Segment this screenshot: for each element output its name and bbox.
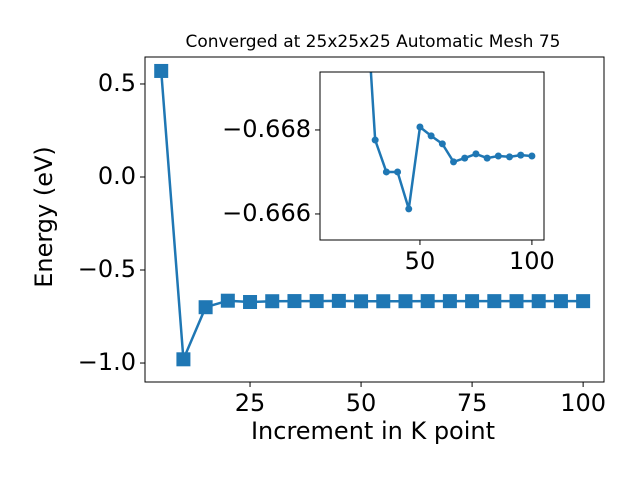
y-tick-label: −0.5 [78,255,136,283]
marker [265,294,279,308]
x-tick-label: 100 [560,389,606,417]
y-tick-label: 0.0 [98,162,136,190]
marker [428,132,435,139]
marker [287,294,301,308]
marker [310,294,324,308]
marker [506,153,513,160]
marker [332,294,346,308]
y-tick-label: −0.666 [222,199,311,227]
marker [221,294,235,308]
x-axis-label: Increment in K point [251,417,495,445]
marker [472,150,479,157]
marker [554,294,568,308]
y-axis-label: Energy (eV) [30,146,58,288]
marker [243,295,257,309]
chart-title: Converged at 25x25x25 Automatic Mesh 75 [186,32,561,52]
marker [176,352,190,366]
x-tick-label: 50 [346,389,377,417]
y-tick-label: 0.5 [98,69,136,97]
marker [484,155,491,162]
marker [576,294,590,308]
marker [383,168,390,175]
marker [510,294,524,308]
marker [394,168,401,175]
marker [416,124,423,131]
marker [354,294,368,308]
marker [199,300,213,314]
marker [398,294,412,308]
marker [450,158,457,165]
marker [443,294,457,308]
x-tick-label: 100 [509,247,555,275]
marker [465,294,479,308]
marker [376,294,390,308]
marker [154,64,168,78]
y-tick-label: −0.668 [222,115,311,143]
x-tick-label: 25 [235,389,266,417]
marker [405,205,412,212]
marker [461,155,468,162]
marker [372,137,379,144]
marker [439,140,446,147]
chart: Converged at 25x25x25 Automatic Mesh 75 … [0,0,640,480]
marker [495,153,502,160]
marker [528,153,535,160]
marker [421,294,435,308]
marker [487,294,501,308]
marker [532,294,546,308]
x-tick-label: 50 [405,247,436,275]
marker [517,152,524,159]
x-tick-label: 75 [457,389,488,417]
y-tick-label: −1.0 [78,348,136,376]
